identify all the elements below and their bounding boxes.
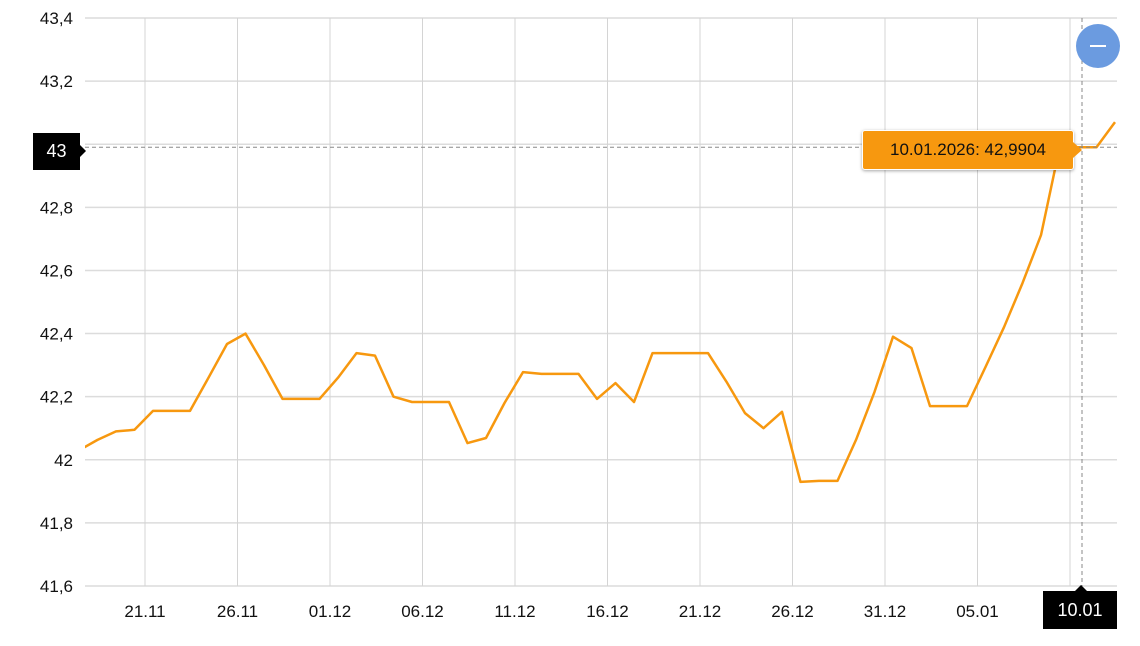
y-tick-label: 42	[54, 451, 73, 470]
series-line	[85, 121, 1117, 484]
y-tick-label: 42,6	[40, 261, 73, 280]
x-tick-label: 01.12	[309, 602, 352, 621]
x-tick-label: 06.12	[401, 602, 444, 621]
minus-icon	[1090, 45, 1106, 47]
data-tooltip: 10.01.2026: 42,9904	[862, 130, 1082, 170]
y-tick-label: 42,8	[40, 198, 73, 217]
x-tick-label: 21.11	[124, 602, 165, 621]
y-tick-label: 42,2	[40, 388, 73, 407]
y-tick-label: 41,6	[40, 577, 73, 596]
crosshair-x-label: 10.01	[1043, 585, 1117, 629]
x-tick-label: 05.01	[956, 602, 999, 621]
y-tick-label: 43,2	[40, 72, 73, 91]
x-tick-label: 21.12	[679, 602, 722, 621]
x-tick-label: 31.12	[864, 602, 907, 621]
y-tick-label: 42,4	[40, 325, 73, 344]
x-tick-label: 26.12	[771, 602, 814, 621]
x-tick-label: 16.12	[586, 602, 629, 621]
x-tick-label: 26.11	[217, 602, 258, 621]
crosshair-y-label: 43	[33, 133, 86, 170]
x-tick-label: 11.12	[494, 602, 535, 621]
zoom-out-button[interactable]	[1076, 24, 1120, 68]
y-tick-label: 43,4	[40, 9, 73, 28]
y-tick-label: 41,8	[40, 514, 73, 533]
